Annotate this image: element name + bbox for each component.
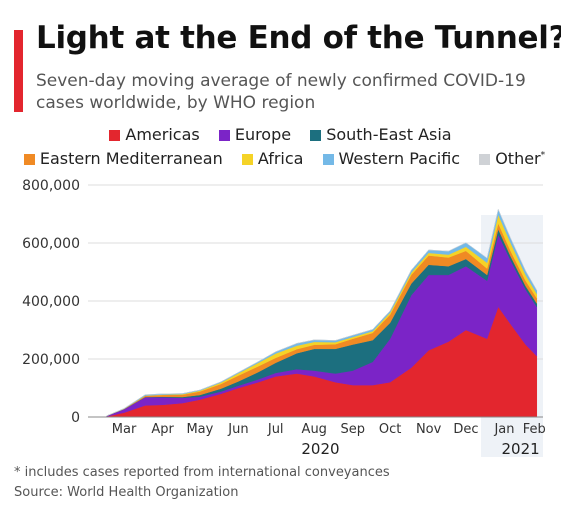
x-tick-label: Jul [267,422,284,437]
area-series-other [106,208,538,417]
y-tick-label: 0 [71,410,80,426]
x-tick-label: Jan [493,422,514,437]
legend-swatch-other [479,154,491,165]
x-tick-label: Feb [523,422,546,437]
legend-swatch-western-pacific [322,154,334,165]
y-tick-label: 600,000 [22,236,80,252]
legend-swatch-africa [241,154,253,165]
legend-item-europe[interactable]: Europe [218,125,292,144]
legend-swatch-europe [218,130,230,141]
y-tick-label: 800,000 [22,178,80,194]
legend-label-western-pacific: Western Pacific [338,149,461,168]
x-tick-label: May [186,422,213,437]
x-tick-label: Apr [151,422,174,437]
legend-item-western-pacific[interactable]: Western Pacific [322,149,461,168]
legend-row-1: Americas Europe South-East Asia [0,125,561,144]
legend-row-2: Eastern Mediterranean Africa Western Pac… [0,149,561,168]
legend-item-south-east-asia[interactable]: South-East Asia [310,125,452,144]
year-label-2020: 2020 [301,440,339,458]
legend-label-europe: Europe [234,125,292,144]
legend-swatch-eastern-mediterranean [23,154,35,165]
legend-label-africa: Africa [257,149,304,168]
x-tick-label: Mar [112,422,137,437]
legend-label-eastern-mediterranean: Eastern Mediterranean [39,149,223,168]
legend-item-eastern-mediterranean[interactable]: Eastern Mediterranean [23,149,223,168]
chart-subtitle: Seven-day moving average of newly confir… [36,71,526,113]
legend-label-americas: Americas [125,125,200,144]
legend-item-americas[interactable]: Americas [109,125,200,144]
x-tick-label: Jun [227,422,248,437]
legend-swatch-americas [109,130,121,141]
legend-other-asterisk: * [540,150,546,161]
legend-item-other[interactable]: Other* [479,149,545,168]
x-tick-label: Dec [453,422,478,437]
year-label-2021: 2021 [502,440,540,458]
legend-label-other: Other [495,149,541,168]
legend-swatch-south-east-asia [310,130,322,141]
legend-item-africa[interactable]: Africa [241,149,304,168]
title-accent-bar [14,30,23,112]
x-tick-label: Aug [302,422,327,437]
y-tick-label: 200,000 [22,352,80,368]
stacked-area-chart: 0 200,000 400,000 600,000 800,000 Mar Apr May Ju… [22,178,546,458]
x-tick-label: Nov [416,422,442,437]
source-note: Source: World Health Organization [14,485,239,500]
footnote: * includes cases reported from internati… [14,465,390,480]
legend-label-south-east-asia: South-East Asia [326,125,452,144]
x-tick-label: Sep [341,422,366,437]
x-tick-label: Oct [379,422,401,437]
y-tick-label: 400,000 [22,294,80,310]
chart-title: Light at the End of the Tunnel? [36,20,561,56]
